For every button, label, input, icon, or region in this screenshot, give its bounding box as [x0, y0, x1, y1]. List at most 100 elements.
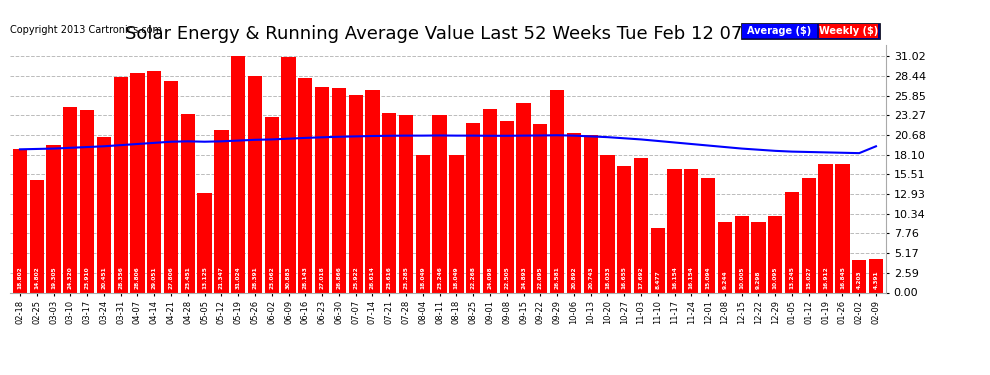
Text: 26.581: 26.581	[554, 266, 559, 289]
Text: 9.298: 9.298	[756, 270, 761, 289]
Text: 9.244: 9.244	[723, 270, 728, 289]
Bar	[416, 155, 430, 292]
Text: 16.912: 16.912	[823, 266, 828, 289]
Text: 16.845: 16.845	[840, 266, 844, 289]
Text: 28.806: 28.806	[135, 266, 140, 289]
Text: 16.154: 16.154	[672, 266, 677, 289]
Bar	[819, 164, 833, 292]
Text: 18.033: 18.033	[605, 266, 610, 289]
Bar	[852, 261, 866, 292]
Text: 28.391: 28.391	[252, 266, 257, 289]
Title: Solar Energy & Running Average Value Last 52 Weeks Tue Feb 12 07:13: Solar Energy & Running Average Value Las…	[125, 26, 771, 44]
Text: 22.505: 22.505	[504, 266, 509, 289]
Text: 15.027: 15.027	[806, 266, 812, 289]
Bar	[600, 155, 615, 292]
Text: 18.802: 18.802	[18, 266, 23, 289]
Bar	[466, 123, 480, 292]
Text: 28.356: 28.356	[118, 266, 123, 289]
Bar	[382, 112, 396, 292]
Bar	[549, 90, 564, 292]
Bar	[667, 170, 682, 292]
Text: 4.203: 4.203	[856, 270, 861, 289]
Bar	[30, 180, 44, 292]
Text: 26.614: 26.614	[370, 266, 375, 289]
Text: 13.125: 13.125	[202, 266, 207, 289]
Bar	[231, 56, 246, 292]
Text: 23.246: 23.246	[437, 266, 443, 289]
Bar	[836, 164, 849, 292]
Text: 8.477: 8.477	[655, 270, 660, 289]
Bar	[583, 135, 598, 292]
Bar	[47, 146, 60, 292]
Bar	[248, 76, 262, 292]
Text: 29.051: 29.051	[151, 266, 156, 289]
Text: 23.616: 23.616	[387, 266, 392, 289]
Text: 27.806: 27.806	[168, 266, 173, 289]
Bar	[348, 95, 362, 292]
Bar	[684, 170, 699, 292]
Text: 19.305: 19.305	[51, 266, 56, 289]
Text: 25.922: 25.922	[353, 266, 358, 289]
Text: 24.893: 24.893	[521, 266, 526, 289]
Bar	[617, 166, 632, 292]
Bar	[718, 222, 732, 292]
Text: 17.692: 17.692	[639, 266, 644, 289]
Bar	[534, 124, 547, 292]
Text: 23.062: 23.062	[269, 266, 274, 289]
Bar	[63, 107, 77, 292]
Bar	[13, 149, 27, 292]
Text: 16.655: 16.655	[622, 266, 627, 289]
Bar	[869, 259, 883, 292]
FancyBboxPatch shape	[742, 24, 817, 38]
Bar	[433, 116, 446, 292]
Bar	[566, 134, 581, 292]
Bar	[131, 73, 145, 292]
Bar	[517, 103, 531, 292]
Text: 14.802: 14.802	[35, 266, 40, 289]
Text: Average ($): Average ($)	[747, 26, 811, 36]
Bar	[500, 121, 514, 292]
Text: 20.451: 20.451	[101, 266, 106, 289]
Bar	[751, 222, 765, 292]
FancyBboxPatch shape	[742, 23, 880, 39]
Text: 23.910: 23.910	[84, 266, 90, 289]
Text: 30.883: 30.883	[286, 266, 291, 289]
Bar	[164, 81, 178, 292]
Bar	[650, 228, 665, 292]
Text: 28.143: 28.143	[303, 266, 308, 289]
Bar	[768, 216, 782, 292]
Bar	[197, 192, 212, 292]
Text: 10.095: 10.095	[773, 266, 778, 289]
Bar	[114, 76, 128, 292]
Bar	[214, 130, 229, 292]
Bar	[785, 192, 799, 292]
Bar	[264, 117, 279, 292]
Text: 21.347: 21.347	[219, 266, 224, 289]
Bar	[315, 87, 330, 292]
Bar	[701, 177, 715, 292]
FancyBboxPatch shape	[819, 24, 878, 38]
Text: 13.245: 13.245	[790, 266, 795, 289]
Text: 24.098: 24.098	[487, 266, 492, 289]
Text: 27.018: 27.018	[320, 266, 325, 289]
Text: Weekly ($): Weekly ($)	[819, 26, 878, 36]
Text: 15.094: 15.094	[706, 266, 711, 289]
Bar	[365, 90, 379, 292]
Text: 23.451: 23.451	[185, 266, 190, 289]
Text: 20.892: 20.892	[571, 266, 576, 289]
Bar	[97, 137, 111, 292]
Text: 22.268: 22.268	[470, 266, 475, 289]
Text: 18.049: 18.049	[453, 266, 459, 289]
Text: 20.743: 20.743	[588, 266, 593, 289]
Bar	[281, 57, 296, 292]
Text: 10.005: 10.005	[740, 266, 744, 289]
Bar	[298, 78, 313, 292]
Bar	[634, 158, 648, 292]
Text: 16.154: 16.154	[689, 266, 694, 289]
Text: 4.391: 4.391	[873, 270, 878, 289]
Bar	[181, 114, 195, 292]
Bar	[483, 109, 497, 292]
Bar	[735, 216, 748, 292]
Bar	[449, 155, 463, 292]
Text: 22.095: 22.095	[538, 266, 543, 289]
